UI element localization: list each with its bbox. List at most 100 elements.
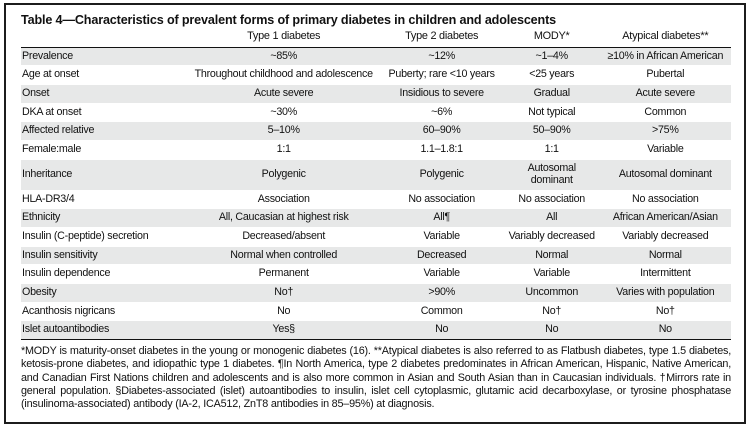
value-cell: Common (644, 105, 687, 118)
value-cell: No (545, 323, 559, 336)
table-title: Table 4—Characteristics of prevalent for… (21, 13, 556, 27)
value-cell: Acute severe (635, 87, 696, 100)
table-row: Age at onset Throughout childhood and ado… (21, 66, 731, 85)
row-label: Obesity (22, 285, 57, 298)
value-cell: No (277, 304, 291, 317)
value-cell: Polygenic (261, 167, 306, 180)
value-cell: Acute severe (253, 87, 314, 100)
value-cell: All (546, 211, 558, 224)
value-cell: No† (655, 304, 675, 317)
value-cell: ~85% (270, 49, 297, 62)
value-cell: ~30% (270, 105, 297, 118)
row-label: Age at onset (22, 68, 80, 81)
table-header: Type 1 diabetes Type 2 diabetes MODY* At… (21, 28, 731, 48)
row-label: Insulin dependence (22, 267, 111, 280)
value-cell: No association (632, 192, 699, 205)
value-cell: Association (257, 192, 310, 205)
header-type2: Type 2 diabetes (379, 28, 504, 48)
value-cell: >75% (651, 124, 679, 137)
value-cell: Variably decreased (622, 230, 709, 243)
header-mody: MODY* (503, 28, 600, 48)
value-cell: Autosomal dominant (618, 167, 712, 180)
table-row: Acanthosis nigricans No Common No† No† (21, 302, 731, 321)
value-cell: No association (518, 192, 585, 205)
row-label: Affected relative (22, 124, 95, 137)
value-cell: Permanent (258, 267, 309, 280)
value-cell: Intermittent (640, 267, 691, 280)
value-cell: Autosomal dominant (527, 161, 576, 187)
value-cell: 1:1 (544, 142, 559, 155)
table-row: Islet autoantibodies Yes§ No No No (21, 320, 731, 340)
table-footnote: *MODY is maturity-onset diabetes in the … (21, 344, 731, 411)
row-label: DKA at onset (22, 105, 82, 118)
value-cell: ≥10% in African American (607, 49, 724, 62)
row-label: Ethnicity (22, 211, 61, 224)
value-cell: Varies with population (616, 285, 715, 298)
table-body: Prevalence ~85% ~12% ~1–4% ≥10% in African A… (21, 47, 731, 340)
table-row: Obesity No† >90% Uncommon Varies with popula… (21, 283, 731, 303)
value-cell: Polygenic (419, 167, 464, 180)
table-row: Onset Acute severe Insidious to severe Grad… (21, 84, 731, 104)
value-cell: No† (274, 285, 294, 298)
table-row: Affected relative 5–10% 60–90% 50–90% >75% (21, 121, 731, 141)
value-cell: Not typical (528, 105, 576, 118)
header-type1: Type 1 diabetes (187, 28, 380, 48)
value-cell: 50–90% (532, 124, 571, 137)
value-cell: Normal (535, 248, 569, 261)
table-row: Ethnicity All, Caucasian at highest risk A… (21, 208, 731, 228)
value-cell: 5–10% (267, 124, 300, 137)
value-cell: 1:1 (276, 142, 291, 155)
value-cell: Common (420, 304, 463, 317)
value-cell: ~6% (431, 105, 453, 118)
value-cell: ~1–4% (535, 49, 569, 62)
header-atypical: Atypical diabetes** (599, 28, 731, 48)
value-cell: Normal when controlled (230, 248, 338, 261)
value-cell: Variable (647, 142, 684, 155)
value-cell: Decreased (416, 248, 467, 261)
value-cell: Variably decreased (508, 230, 595, 243)
table-figure-box: Table 4—Characteristics of prevalent for… (4, 3, 746, 424)
value-cell: Uncommon (525, 285, 579, 298)
table-row: Insulin sensitivity Normal when controlle… (21, 246, 731, 265)
row-label: Female:male (22, 142, 82, 155)
value-cell: African American/Asian (612, 211, 718, 224)
diabetes-characteristics-table: Type 1 diabetes Type 2 diabetes MODY* At… (21, 28, 731, 340)
value-cell: All¶ (433, 211, 450, 224)
value-cell: All, Caucasian at highest risk (218, 211, 349, 224)
value-cell: Variable (423, 267, 460, 280)
value-cell: Puberty; rare <10 years (388, 68, 495, 81)
value-cell: Variable (423, 230, 460, 243)
value-cell: <25 years (529, 68, 575, 81)
value-cell: >90% (428, 285, 455, 298)
table-row: DKA at onset ~30% ~6% Not typical Common (21, 103, 731, 122)
table-row: Inheritance Polygenic Polygenic Autosomal d… (21, 159, 731, 191)
value-cell: Variable (533, 267, 570, 280)
table-row: Female:male 1:1 1.1–1.8:1 1:1 Variable (21, 140, 731, 160)
value-cell: Pubertal (646, 68, 685, 81)
row-label: Onset (22, 87, 50, 100)
table-row: HLA-DR3/4 Association No association No ass… (21, 190, 731, 209)
value-cell: ~12% (428, 49, 455, 62)
value-cell: Yes§ (272, 323, 295, 336)
value-cell: No† (542, 304, 562, 317)
value-cell: Decreased/absent (242, 230, 326, 243)
value-cell: Gradual (533, 87, 571, 100)
row-label: Insulin (C-peptide) secretion (22, 230, 149, 243)
value-cell: Normal (648, 248, 682, 261)
row-label: HLA-DR3/4 (22, 192, 75, 205)
header-empty-cell (21, 28, 188, 48)
row-label: Insulin sensitivity (22, 248, 98, 261)
value-cell: 60–90% (422, 124, 461, 137)
header-row: Type 1 diabetes Type 2 diabetes MODY* At… (21, 28, 731, 48)
table-row: Insulin (C-peptide) secretion Decreased/a… (21, 228, 731, 247)
table-row: Prevalence ~85% ~12% ~1–4% ≥10% in African A… (21, 47, 731, 66)
row-label: Prevalence (22, 49, 73, 62)
table-row: Insulin dependence Permanent Variable Varia… (21, 265, 731, 284)
value-cell: No association (408, 192, 475, 205)
value-cell: Throughout childhood and adolescence (194, 68, 373, 81)
value-cell: No (658, 323, 672, 336)
row-label: Islet autoantibodies (22, 323, 110, 336)
row-label: Acanthosis nigricans (22, 304, 116, 317)
value-cell: 1.1–1.8:1 (420, 142, 463, 155)
value-cell: No (435, 323, 449, 336)
